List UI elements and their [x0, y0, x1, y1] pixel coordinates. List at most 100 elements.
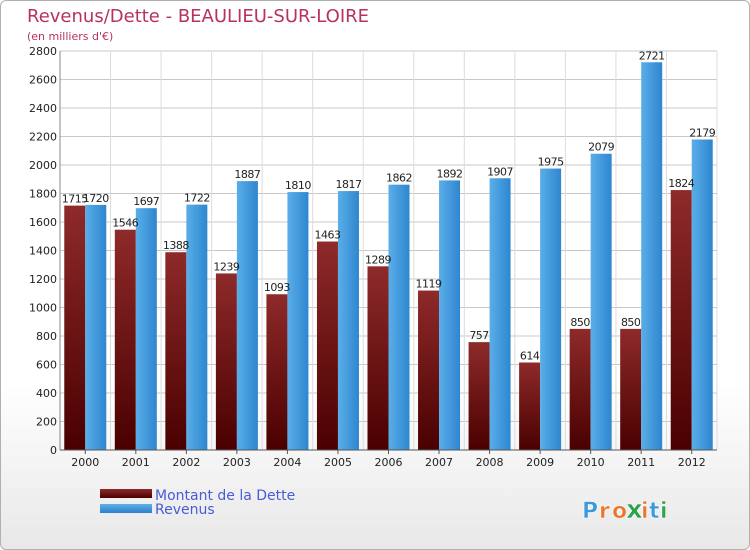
data-label: 1388 [163, 239, 189, 252]
y-tick-label: 2600 [29, 74, 57, 87]
y-tick-label: 2400 [29, 102, 57, 115]
logo-letter: o [612, 499, 627, 524]
y-tick-label: 1600 [29, 216, 57, 229]
data-label: 1239 [213, 260, 239, 273]
legend-swatch-debt [100, 489, 152, 498]
x-tick-label: 2003 [223, 456, 251, 469]
data-label: 1093 [264, 281, 290, 294]
bar-revenus-2012 [691, 139, 713, 450]
x-tick-label: 2005 [324, 456, 352, 469]
x-tick-label: 2004 [273, 456, 301, 469]
data-label: 1119 [416, 278, 442, 291]
data-label: 614 [520, 350, 540, 363]
data-label: 1289 [365, 253, 391, 266]
data-label: 1817 [335, 178, 361, 191]
x-tick-label: 2008 [476, 456, 504, 469]
data-label: 850 [621, 316, 641, 329]
logo-letter: r [599, 499, 610, 524]
legend-swatch-revenus [100, 504, 152, 513]
x-tick-label: 2011 [627, 456, 655, 469]
bar-dette-2004 [266, 294, 288, 450]
data-label: 1722 [184, 192, 210, 205]
bar-revenus-2006 [388, 184, 410, 451]
x-tick-label: 2006 [375, 456, 403, 469]
logo-letter: x [626, 495, 643, 525]
x-tick-label: 2012 [678, 456, 706, 469]
legend-label-debt: Montant de la Dette [155, 488, 295, 504]
bar-dette-2010 [569, 328, 591, 450]
data-label: 1862 [386, 172, 412, 185]
y-tick-label: 200 [36, 416, 57, 429]
x-tick-label: 2010 [577, 456, 605, 469]
data-label: 1810 [285, 179, 311, 192]
bar-dette-2008 [468, 342, 490, 450]
bar-revenus-2009 [540, 168, 562, 450]
y-tick-label: 1000 [29, 302, 57, 315]
x-tick-label: 2002 [172, 456, 200, 469]
x-axis: 2000 2001 2002 2003 2004 2005 2006 2007 2008 2009… [60, 449, 717, 469]
bar-revenus-2007 [439, 180, 461, 450]
bar-revenus-2008 [489, 178, 511, 450]
bar-dette-2001 [114, 229, 136, 450]
data-label: 1463 [314, 229, 340, 242]
bar-revenus-2011 [641, 62, 663, 450]
y-tick-label: 1800 [29, 188, 57, 201]
data-label: 1824 [668, 177, 694, 190]
y-tick-label: 2200 [29, 131, 57, 144]
data-label: 850 [570, 316, 590, 329]
y-tick-label: 1400 [29, 245, 57, 258]
bar-dette-2005 [316, 241, 338, 450]
y-tick-label: 800 [36, 330, 57, 343]
y-tick-label: 2800 [29, 45, 57, 58]
y-tick-label: 2000 [29, 159, 57, 172]
bar-revenus-2001 [135, 208, 157, 450]
bar-dette-2011 [620, 328, 642, 450]
bar-dette-2012 [670, 190, 692, 450]
data-label: 1887 [234, 168, 260, 181]
chart-subtitle: (en milliers d'€) [27, 30, 113, 43]
logo-letter: P [582, 499, 598, 524]
x-tick-label: 2001 [122, 456, 150, 469]
bar-dette-2002 [165, 252, 187, 450]
legend-label-revenus: Revenus [155, 502, 215, 518]
bar-revenus-2004 [287, 192, 309, 450]
bar-revenus-2005 [337, 191, 359, 450]
bar-dette-2003 [215, 273, 237, 450]
data-label: 1546 [112, 217, 138, 230]
y-tick-label: 600 [36, 359, 57, 372]
y-tick-label: 1200 [29, 273, 57, 286]
data-label: 2179 [689, 126, 715, 139]
data-label: 757 [469, 329, 489, 342]
chart-title: Revenus/Dette - BEAULIEU-SUR-LOIRE [27, 6, 369, 27]
x-tick-label: 2000 [71, 456, 99, 469]
x-tick-label: 2007 [425, 456, 453, 469]
data-label: 1892 [437, 167, 463, 180]
y-tick-label: 400 [36, 387, 57, 400]
data-label: 2721 [639, 49, 665, 62]
data-label: 1907 [487, 165, 513, 178]
data-label: 1975 [538, 156, 564, 169]
logo-letter: i [641, 499, 649, 524]
logo-letter: i [660, 499, 668, 524]
data-label: 1715 [62, 193, 88, 206]
y-axis: 0 200 400 600 800 1000 1200 1400 1600 1800 2000 220… [29, 45, 61, 457]
x-tick-label: 2009 [526, 456, 554, 469]
bar-revenus-2002 [186, 204, 208, 450]
bar-revenus-2010 [590, 153, 612, 450]
data-label: 1720 [83, 192, 109, 205]
bar-revenus-2003 [236, 181, 258, 451]
bar-revenus-2000 [85, 204, 107, 450]
data-label: 1697 [133, 195, 159, 208]
bar-dette-2006 [367, 266, 389, 450]
bar-dette-2009 [519, 362, 541, 450]
legend: Montant de la Dette Revenus [100, 488, 295, 518]
logo-letter: t [649, 499, 660, 524]
bar-dette-2000 [64, 205, 86, 450]
y-tick-label: 0 [50, 444, 57, 457]
bars [64, 62, 713, 451]
bar-dette-2007 [418, 290, 440, 450]
data-label: 2079 [588, 141, 614, 154]
